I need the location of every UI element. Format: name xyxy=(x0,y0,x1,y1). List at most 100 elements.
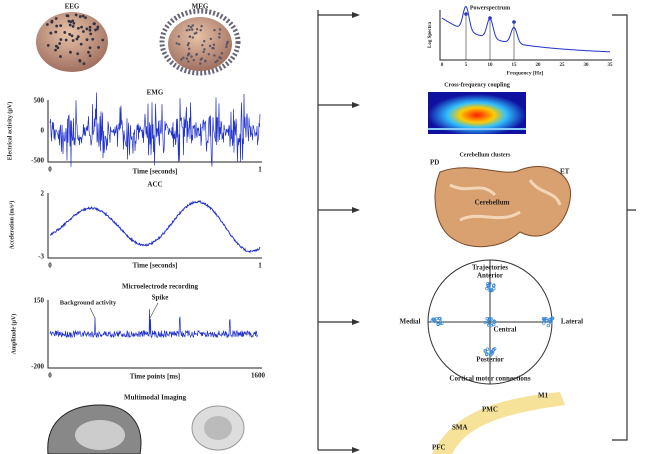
tick-label: 25 xyxy=(560,63,566,68)
electrode xyxy=(200,58,202,60)
electrode xyxy=(209,45,211,47)
tick-label: 15 xyxy=(512,63,518,68)
figure: EEG MEG EMG 500 0 -500 0 1 Time [seconds… xyxy=(0,0,650,454)
electrode xyxy=(55,25,58,28)
electrode xyxy=(193,59,195,61)
electrode xyxy=(65,39,68,42)
waveform xyxy=(50,93,260,167)
heatmap xyxy=(428,92,526,134)
annotation: Spike xyxy=(152,294,169,302)
electrode xyxy=(195,54,197,56)
electrode xyxy=(225,46,227,48)
arrow-head xyxy=(352,319,360,325)
electrode xyxy=(66,14,69,17)
axis-label: Time [seconds] xyxy=(133,262,178,270)
electrode xyxy=(54,49,57,52)
electrode xyxy=(221,52,223,54)
axis-label: Electrical activity (µV) xyxy=(6,102,13,160)
electrode xyxy=(187,60,189,62)
tick-label: 35 xyxy=(608,63,614,68)
electrode xyxy=(63,31,66,34)
electrode xyxy=(76,52,79,55)
electrode xyxy=(82,15,85,18)
electrode xyxy=(89,29,92,32)
electrode xyxy=(47,44,50,47)
electrode xyxy=(213,44,215,46)
mri-brain xyxy=(75,420,125,450)
electrode xyxy=(182,57,184,59)
label: M1 xyxy=(538,392,549,400)
electrode xyxy=(196,28,198,30)
electrode xyxy=(203,40,205,42)
peak xyxy=(488,16,492,20)
electrode xyxy=(87,51,90,54)
electrode xyxy=(93,22,96,25)
electrode xyxy=(58,42,61,45)
cluster-point xyxy=(493,287,496,290)
electrode xyxy=(54,31,57,34)
electrode xyxy=(55,17,58,20)
peak xyxy=(464,12,468,16)
electrode xyxy=(227,41,229,43)
tick-label: 0 xyxy=(41,127,45,135)
electrode xyxy=(201,44,203,46)
tick-label: 150 xyxy=(34,297,45,305)
electrode xyxy=(188,48,190,50)
electrode xyxy=(204,60,206,62)
electrode xyxy=(219,57,221,59)
electrode xyxy=(80,43,83,46)
electrode xyxy=(85,28,88,31)
arrow-head xyxy=(352,207,360,213)
electrode xyxy=(78,59,81,62)
label: PMC xyxy=(482,406,498,414)
electrode xyxy=(72,39,75,42)
electrode xyxy=(178,43,180,45)
tick-label: -3 xyxy=(38,253,44,261)
electrode xyxy=(89,46,92,49)
electrode xyxy=(210,38,212,40)
electrode xyxy=(218,36,220,38)
electrode xyxy=(89,54,92,57)
electrode xyxy=(72,22,75,25)
label: Lateral xyxy=(561,318,583,326)
axis-label: Frequency [Hz] xyxy=(507,70,544,76)
axes xyxy=(48,193,262,258)
tick-label: 2 xyxy=(41,190,45,198)
electrode xyxy=(76,38,79,41)
panel-title: Cerebellum clusters xyxy=(459,152,511,158)
electrode xyxy=(218,33,220,35)
arrows xyxy=(318,12,360,453)
electrode xyxy=(203,48,205,50)
panel-title: Powerspectrum xyxy=(470,5,510,11)
electrode xyxy=(84,16,87,19)
electrode xyxy=(211,47,213,49)
electrode xyxy=(219,28,221,30)
electrode xyxy=(192,36,194,38)
electrode xyxy=(214,61,216,63)
electrode xyxy=(83,62,86,65)
arrow-head xyxy=(352,447,360,453)
electrode xyxy=(56,46,59,49)
electrode xyxy=(97,26,100,29)
electrode xyxy=(75,14,78,17)
electrode xyxy=(189,35,191,37)
waveform xyxy=(50,309,258,337)
electrode xyxy=(69,51,72,54)
electrode xyxy=(46,23,49,26)
label: PD xyxy=(430,159,439,167)
electrode xyxy=(190,26,192,28)
tick-label: 1 xyxy=(258,262,262,270)
electrode xyxy=(89,32,92,35)
label: MEG xyxy=(192,3,209,11)
electrode xyxy=(199,62,201,64)
label: Posterior xyxy=(476,356,504,364)
axis-label: Log Spectra xyxy=(428,22,433,48)
tick-label: 1 xyxy=(258,166,262,174)
panel-title: EMG xyxy=(147,89,164,97)
heatmap-band xyxy=(428,128,526,130)
label: Medial xyxy=(400,318,421,326)
axis-label: Amplitude (µV) xyxy=(10,314,17,355)
electrode xyxy=(208,53,210,55)
label: PFC xyxy=(432,444,446,452)
electrode xyxy=(213,54,215,56)
